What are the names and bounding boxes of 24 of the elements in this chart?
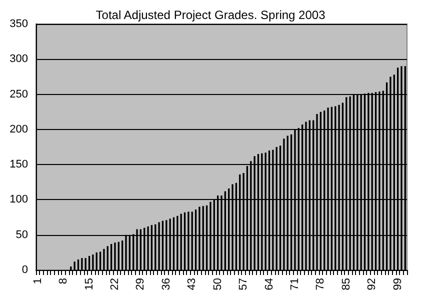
- y-tick-label: 300: [10, 53, 28, 66]
- y-tick-label: 100: [10, 194, 28, 206]
- y-tick-label: 150: [10, 158, 28, 171]
- y-tick-label: 200: [10, 123, 28, 136]
- x-tick-label: 29: [134, 278, 147, 290]
- x-tick-label: 22: [108, 278, 121, 290]
- x-tick-label: 92: [366, 278, 378, 290]
- x-tick-label: 1: [32, 278, 44, 284]
- y-tick-label: 350: [10, 18, 28, 30]
- x-tick-label: 57: [238, 278, 250, 290]
- x-tick-label: 8: [58, 278, 70, 284]
- y-tick-label: 250: [10, 88, 28, 100]
- x-tick-label: 99: [392, 278, 404, 290]
- x-tick-label: 64: [263, 278, 276, 290]
- x-tick-label: 15: [83, 278, 96, 290]
- x-tick-label: 43: [186, 278, 198, 290]
- y-tick-label: 50: [16, 228, 28, 241]
- x-tick-label: 78: [314, 278, 327, 290]
- x-tick-label: 36: [160, 278, 172, 290]
- y-tick-label: 0: [22, 264, 28, 276]
- chart-title: Total Adjusted Project Grades. Spring 2003: [96, 8, 326, 22]
- x-tick-label: 85: [340, 278, 352, 290]
- x-tick-label: 71: [288, 278, 301, 290]
- x-tick-label: 50: [212, 278, 224, 290]
